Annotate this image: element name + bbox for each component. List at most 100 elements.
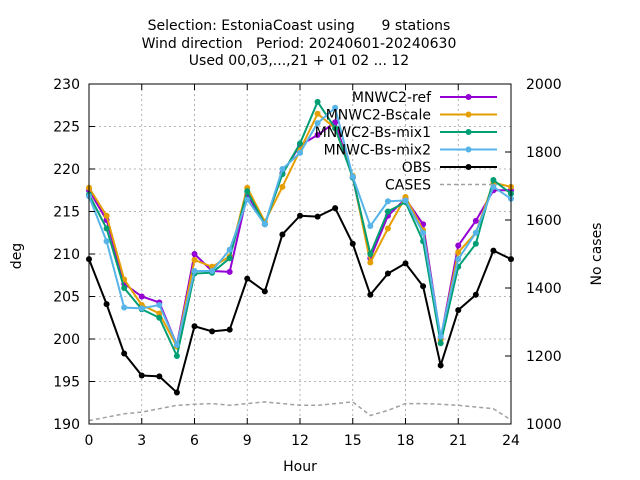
y-tick-label: 190 [53, 417, 80, 433]
y-tick-label: 215 [53, 205, 80, 221]
y2-tick-label: 2000 [526, 77, 562, 93]
data-point-mnwc-bs-mix2 [244, 196, 251, 203]
data-point-obs [191, 323, 198, 330]
data-point-obs [279, 231, 286, 238]
data-point-mnwc2-bs-mix1 [384, 208, 391, 215]
grid-layer [89, 84, 511, 424]
x-tick-label: 9 [243, 433, 252, 449]
data-point-mnwc2-bscale [279, 183, 286, 190]
y-tick-label: 205 [53, 290, 80, 306]
data-point-obs [420, 283, 427, 290]
data-point-mnwc-bs-mix2 [156, 302, 163, 308]
chart-title-line-1: Selection: EstoniaCoast using 9 stations [148, 18, 451, 34]
data-point-obs [314, 213, 321, 220]
x-tick-label: 15 [344, 433, 362, 449]
data-point-mnwc2-bs-mix1 [367, 251, 374, 257]
data-point-mnwc2-ref [226, 268, 233, 275]
legend-label: CASES [385, 178, 431, 194]
data-point-mnwc-bs-mix2 [490, 183, 497, 190]
x-axis-label: Hour [283, 459, 317, 475]
data-point-obs [209, 328, 216, 335]
data-point-obs [138, 372, 145, 379]
x-tick-label: 24 [502, 433, 520, 449]
data-point-mnwc2-bs-mix1 [314, 98, 321, 105]
data-point-mnwc-bs-mix2 [138, 305, 145, 312]
data-point-mnwc2-bscale [191, 256, 198, 263]
legend-marker [465, 146, 472, 153]
legend-label: MNWC2-Bscale [326, 108, 431, 124]
legend-marker [465, 111, 472, 118]
series-line-cases [88, 401, 512, 422]
data-point-obs [121, 350, 128, 357]
data-point-obs [490, 247, 497, 254]
legend-marker [465, 129, 472, 135]
data-point-obs [261, 288, 268, 295]
y2-tick-label: 1400 [526, 281, 562, 297]
data-point-mnwc2-bscale [367, 259, 374, 266]
data-point-mnwc2-ref [472, 217, 479, 224]
data-point-mnwc-bs-mix2 [191, 268, 198, 274]
data-point-mnwc-bs-mix2 [226, 246, 233, 253]
data-point-mnwc-bs-mix2 [103, 238, 110, 245]
data-point-mnwc-bs-mix2 [173, 341, 180, 348]
y2-tick-label: 1200 [526, 349, 562, 365]
y-tick-label: 210 [53, 247, 80, 263]
data-point-obs [297, 212, 303, 219]
data-point-mnwc2-ref [314, 132, 321, 138]
data-point-obs [349, 240, 356, 247]
data-point-mnwc2-ref [332, 119, 339, 126]
data-point-obs [103, 301, 110, 308]
data-point-mnwc-bs-mix2 [455, 256, 462, 263]
data-point-mnwc2-bs-mix1 [297, 140, 303, 147]
data-point-mnwc2-bs-mix1 [226, 255, 233, 262]
data-point-mnwc2-bscale [314, 110, 321, 117]
y-tick-label: 195 [53, 375, 80, 391]
series-layer [86, 98, 514, 396]
data-point-mnwc-bs-mix2 [472, 229, 479, 236]
data-point-mnwc2-bs-mix1 [173, 353, 180, 359]
data-point-mnwc-bs-mix2 [279, 166, 286, 172]
legend-label: OBS [402, 160, 431, 176]
y-tick-label: 220 [53, 162, 80, 178]
data-point-obs [332, 205, 339, 212]
data-point-mnwc2-bs-mix1 [490, 177, 497, 184]
data-point-obs [437, 362, 444, 369]
data-point-mnwc-bs-mix2 [367, 222, 374, 229]
data-point-mnwc2-bs-mix1 [472, 240, 479, 247]
legend-label: MNWC2-Bs-mix1 [315, 125, 431, 141]
data-point-obs [367, 291, 374, 298]
data-point-mnwc-bs-mix2 [261, 221, 268, 228]
x-tick-label: 0 [85, 433, 94, 449]
data-point-mnwc2-bs-mix1 [244, 188, 251, 195]
chart-title-line-3: Used 00,03,...,21 + 01 02 ... 12 [189, 53, 409, 69]
y-tick-label: 225 [53, 120, 80, 136]
data-point-mnwc-bs-mix2 [209, 268, 216, 274]
data-point-mnwc2-bs-mix1 [437, 340, 444, 347]
ticks-layer: 0 3 6 9 12 15 18 21 24 190 195 200 205 210 215 220 225 23… [53, 77, 561, 449]
data-point-mnwc2-ref [191, 251, 198, 257]
y-tick-label: 200 [53, 332, 80, 348]
data-point-mnwc-bs-mix2 [349, 173, 356, 180]
data-point-mnwc2-bs-mix1 [332, 125, 339, 132]
data-point-mnwc2-bs-mix1 [103, 225, 110, 232]
data-point-obs [384, 270, 391, 277]
data-point-obs [173, 389, 180, 396]
legend-marker [465, 164, 472, 170]
y-tick-label: 230 [53, 77, 80, 93]
y2-tick-label: 1800 [526, 145, 562, 161]
data-point-mnwc2-bscale [103, 212, 110, 219]
x-tick-label: 12 [291, 433, 309, 449]
data-point-obs [244, 275, 251, 282]
data-point-mnwc-bs-mix2 [314, 120, 321, 127]
x-tick-label: 6 [190, 433, 199, 449]
cases-layer [88, 401, 512, 422]
data-point-mnwc2-bs-mix1 [156, 314, 163, 321]
data-point-obs [156, 373, 163, 380]
data-point-obs [402, 260, 409, 267]
x-tick-label: 3 [137, 433, 146, 449]
y-axis-label: deg [9, 243, 25, 269]
data-point-mnwc-bs-mix2 [121, 304, 128, 311]
data-point-mnwc2-bs-mix1 [121, 285, 128, 291]
